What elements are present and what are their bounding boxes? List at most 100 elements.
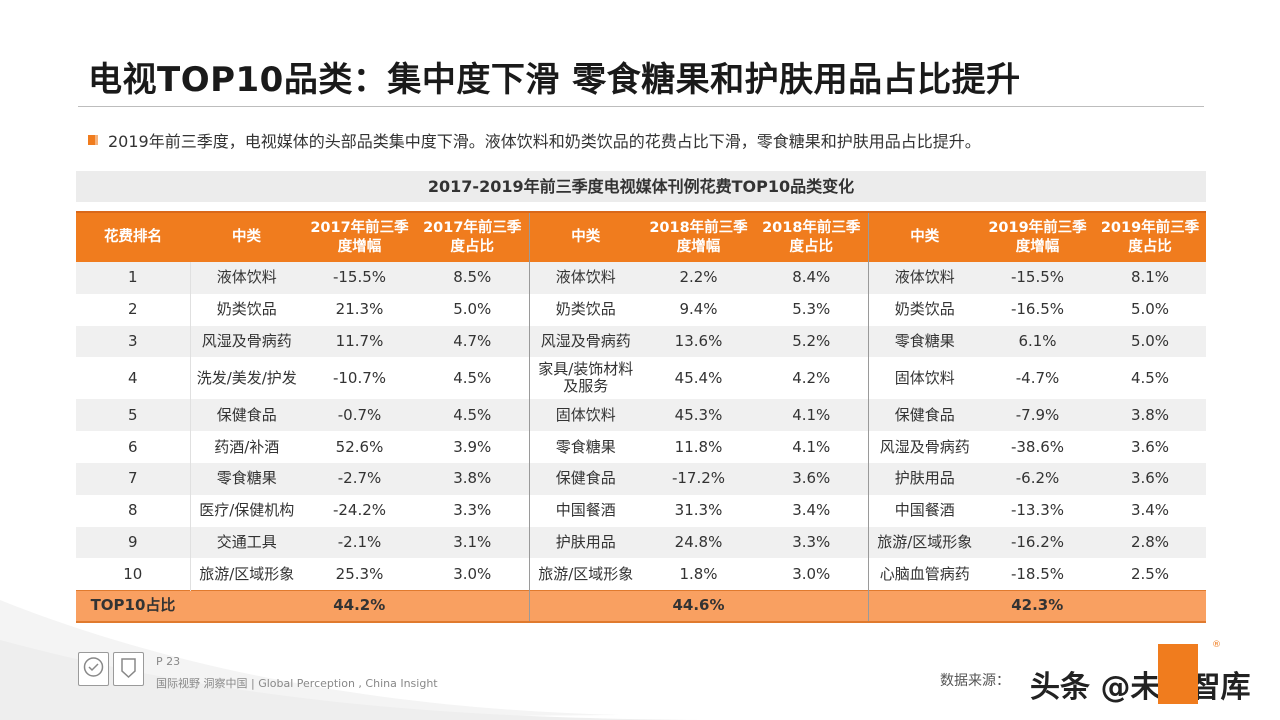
- category-2018-cell: 中国餐酒: [529, 494, 642, 527]
- share-2018-cell: 4.1%: [755, 431, 869, 463]
- share-2019-cell: 5.0%: [1094, 325, 1206, 358]
- header-category-2018: 中类: [529, 211, 642, 262]
- rank-cell: 1: [76, 262, 191, 294]
- share-2017-cell: 4.5%: [416, 399, 530, 432]
- share-2017-cell: 3.9%: [416, 431, 530, 463]
- category-2017-cell: 洗发/美发/护发: [190, 357, 303, 400]
- category-2019-cell: 心脑血管病药: [868, 558, 981, 591]
- growth-2017-cell: 21.3%: [303, 293, 416, 326]
- category-2018-cell: 风湿及骨病药: [529, 325, 642, 358]
- total-2017: 44.2%: [190, 589, 530, 624]
- category-2017-cell: 液体饮料: [190, 262, 303, 294]
- growth-2018-cell: -17.2%: [642, 462, 755, 495]
- total-row: TOP10占比 44.2% 44.6% 42.3%: [76, 589, 1206, 624]
- growth-2019-cell: 6.1%: [981, 325, 1094, 358]
- share-2019-cell: 5.0%: [1094, 293, 1206, 326]
- total-label: TOP10占比: [76, 589, 190, 624]
- growth-2018-cell: 2.2%: [642, 262, 755, 294]
- share-2018-cell: 4.1%: [755, 399, 869, 432]
- category-2017-cell: 医疗/保健机构: [190, 494, 303, 527]
- growth-2017-cell: -24.2%: [303, 494, 416, 527]
- total-2019: 42.3%: [868, 589, 1206, 624]
- certification-logos: [78, 652, 144, 686]
- rank-cell: 8: [76, 494, 191, 527]
- table-row: 10 旅游/区域形象 25.3% 3.0% 旅游/区域形象 1.8% 3.0% 心脑血管病药 -…: [76, 558, 1206, 591]
- category-2017-cell: 奶类饮品: [190, 293, 303, 326]
- category-2019-cell: 固体饮料: [868, 357, 981, 400]
- growth-2017-cell: -2.7%: [303, 462, 416, 495]
- category-2017-cell: 零食糖果: [190, 462, 303, 495]
- header-growth-2017: 2017年前三季度增幅: [303, 211, 416, 262]
- table-row: 8 医疗/保健机构 -24.2% 3.3% 中国餐酒 31.3% 3.4% 中国餐酒 -13.3…: [76, 494, 1206, 527]
- rank-cell: 7: [76, 462, 191, 495]
- top10-category-table: 花费排名 中类 2017年前三季度增幅 2017年前三季度占比 中类 2018年…: [76, 211, 1206, 624]
- category-2017-cell: 保健食品: [190, 399, 303, 432]
- share-2017-cell: 3.1%: [416, 526, 530, 559]
- category-2019-cell: 旅游/区域形象: [868, 526, 981, 559]
- share-2018-cell: 3.3%: [755, 526, 869, 559]
- header-category-2019: 中类: [868, 211, 981, 262]
- rank-cell: 10: [76, 558, 191, 591]
- table-row: 7 零食糖果 -2.7% 3.8% 保健食品 -17.2% 3.6% 护肤用品 -6.2% 3.6…: [76, 462, 1206, 495]
- table-header-row: 花费排名 中类 2017年前三季度增幅 2017年前三季度占比 中类 2018年…: [76, 211, 1206, 262]
- table-row: 9 交通工具 -2.1% 3.1% 护肤用品 24.8% 3.3% 旅游/区域形象 -16.2%…: [76, 526, 1206, 559]
- category-2019-cell: 护肤用品: [868, 462, 981, 495]
- share-2019-cell: 8.1%: [1094, 262, 1206, 294]
- table-title: 2017-2019年前三季度电视媒体刊例花费TOP10品类变化: [76, 171, 1206, 202]
- growth-2018-cell: 11.8%: [642, 431, 755, 463]
- share-2019-cell: 2.5%: [1094, 558, 1206, 591]
- summary-text: 2019年前三季度，电视媒体的头部品类集中度下滑。液体饮料和奶类饮品的花费占比下…: [108, 132, 981, 151]
- share-2018-cell: 4.2%: [755, 357, 869, 400]
- growth-2018-cell: 9.4%: [642, 293, 755, 326]
- growth-2019-cell: -13.3%: [981, 494, 1094, 527]
- footer-slogan: 国际视野 洞察中国 | Global Perception , China In…: [156, 677, 438, 690]
- category-2018-cell: 零食糖果: [529, 431, 642, 463]
- rank-cell: 6: [76, 431, 191, 463]
- category-2017-cell: 药酒/补酒: [190, 431, 303, 463]
- share-2018-cell: 3.4%: [755, 494, 869, 527]
- share-2017-cell: 5.0%: [416, 293, 530, 326]
- title-divider: [78, 106, 1204, 107]
- share-2017-cell: 3.8%: [416, 462, 530, 495]
- growth-2018-cell: 45.3%: [642, 399, 755, 432]
- growth-2018-cell: 1.8%: [642, 558, 755, 591]
- share-2018-cell: 5.2%: [755, 325, 869, 358]
- growth-2019-cell: -38.6%: [981, 431, 1094, 463]
- share-2017-cell: 3.0%: [416, 558, 530, 591]
- share-2018-cell: 3.6%: [755, 462, 869, 495]
- page-number: P 23: [156, 655, 181, 668]
- growth-2017-cell: -0.7%: [303, 399, 416, 432]
- share-2019-cell: 3.8%: [1094, 399, 1206, 432]
- growth-2019-cell: -16.2%: [981, 526, 1094, 559]
- category-2018-cell: 奶类饮品: [529, 293, 642, 326]
- share-2018-cell: 8.4%: [755, 262, 869, 294]
- header-growth-2019: 2019年前三季度增幅: [981, 211, 1094, 262]
- brand-tab-icon: [1158, 644, 1198, 704]
- category-2019-cell: 风湿及骨病药: [868, 431, 981, 463]
- growth-2019-cell: -4.7%: [981, 357, 1094, 400]
- growth-2019-cell: -6.2%: [981, 462, 1094, 495]
- share-2018-cell: 3.0%: [755, 558, 869, 591]
- share-2019-cell: 3.6%: [1094, 431, 1206, 463]
- header-category-2017: 中类: [190, 211, 303, 262]
- share-2019-cell: 3.4%: [1094, 494, 1206, 527]
- header-growth-2018: 2018年前三季度增幅: [642, 211, 755, 262]
- rank-cell: 4: [76, 357, 191, 400]
- table-row: 1 液体饮料 -15.5% 8.5% 液体饮料 2.2% 8.4% 液体饮料 -15.5% 8.1…: [76, 262, 1206, 294]
- growth-2017-cell: 25.3%: [303, 558, 416, 591]
- category-2017-cell: 旅游/区域形象: [190, 558, 303, 591]
- share-2019-cell: 3.6%: [1094, 462, 1206, 495]
- category-2018-cell: 旅游/区域形象: [529, 558, 642, 591]
- ukas-badge-icon: [113, 652, 144, 686]
- growth-2018-cell: 13.6%: [642, 325, 755, 358]
- growth-2017-cell: -15.5%: [303, 262, 416, 294]
- share-2017-cell: 3.3%: [416, 494, 530, 527]
- header-share-2018: 2018年前三季度占比: [755, 211, 869, 262]
- header-share-2017: 2017年前三季度占比: [416, 211, 530, 262]
- total-2018: 44.6%: [529, 589, 869, 624]
- rank-cell: 9: [76, 526, 191, 559]
- category-2019-cell: 中国餐酒: [868, 494, 981, 527]
- growth-2019-cell: -15.5%: [981, 262, 1094, 294]
- header-rank: 花费排名: [76, 211, 190, 262]
- share-2019-cell: 4.5%: [1094, 357, 1206, 400]
